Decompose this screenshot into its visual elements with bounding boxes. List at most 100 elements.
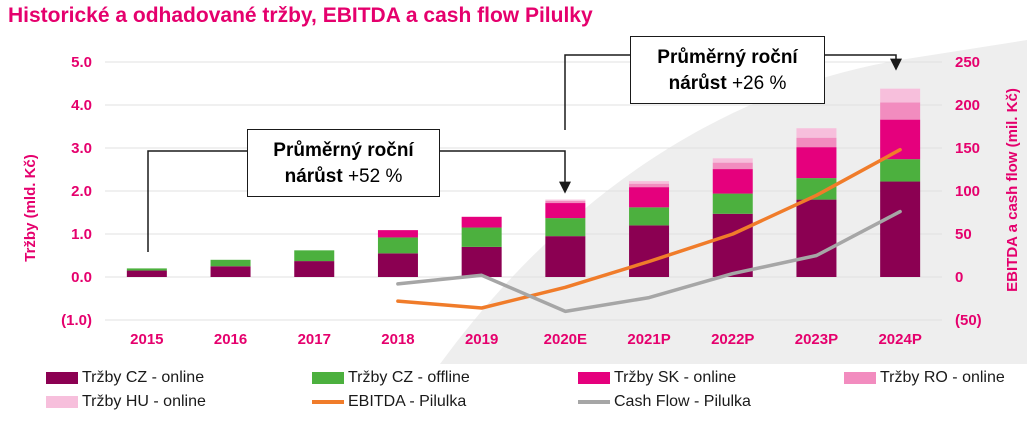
chart-legend: Tržby CZ - online Tržby CZ - offline Trž… bbox=[0, 364, 1027, 422]
legend-item-cz-online: Tržby CZ - online bbox=[46, 368, 204, 388]
y-tick-label: 5.0 bbox=[71, 54, 92, 71]
bar-segment bbox=[796, 199, 837, 277]
legend-swatch bbox=[578, 399, 610, 404]
bar-segment bbox=[461, 227, 502, 247]
y-tick-label: 1.0 bbox=[71, 226, 92, 243]
ebitda-line bbox=[396, 147, 902, 310]
bar-segment bbox=[545, 203, 586, 219]
revenue-chart: (1.0) (50) 0.0 0 1.0 50 2.0 100 3.0 150 4.0 200 5.0 2… bbox=[22, 40, 1027, 364]
bar-segment bbox=[545, 218, 586, 237]
callout-1-line2-bold: nárůst bbox=[284, 166, 343, 187]
arrow-head bbox=[890, 58, 902, 71]
y2-tick-label: 250 bbox=[955, 54, 980, 71]
callout-connector bbox=[147, 150, 247, 252]
callout-2-line1: Průměrný roční bbox=[657, 47, 798, 68]
bar-segment bbox=[629, 183, 670, 188]
callout-2-line2-rest: +26 % bbox=[726, 73, 787, 94]
bar-segment bbox=[294, 261, 335, 277]
y2-tick-label: 150 bbox=[955, 140, 980, 157]
y-tick-label: 0.0 bbox=[71, 269, 92, 286]
bar-segment bbox=[377, 253, 418, 277]
x-tick-label: 2020E bbox=[544, 331, 587, 348]
bar-segment bbox=[629, 187, 670, 208]
legend-swatch bbox=[46, 395, 78, 408]
bar-segment bbox=[126, 270, 167, 277]
legend-label: Tržby CZ - offline bbox=[348, 369, 470, 386]
bar-segment bbox=[712, 162, 753, 170]
legend-item-sk-online: Tržby SK - online bbox=[578, 368, 736, 388]
legend-label: Tržby HU - online bbox=[82, 393, 206, 410]
callout-1-line2-rest: +52 % bbox=[342, 166, 403, 187]
legend-label: Tržby SK - online bbox=[614, 369, 737, 386]
x-tick-label: 2016 bbox=[214, 331, 247, 348]
bar-segment bbox=[712, 193, 753, 214]
bar-segment bbox=[796, 178, 837, 200]
bar-segment bbox=[377, 237, 418, 254]
callout-growth-52: Průměrný roční nárůst +52 % bbox=[247, 129, 440, 197]
bar-segment bbox=[712, 169, 753, 194]
y-tick-label: 3.0 bbox=[71, 140, 92, 157]
callout-connector bbox=[440, 150, 566, 192]
bar-segment bbox=[712, 213, 753, 277]
callout-growth-26: Průměrný roční nárůst +26 % bbox=[630, 36, 825, 104]
x-tick-label: 2017 bbox=[298, 331, 331, 348]
y2-tick-label: (50) bbox=[955, 312, 982, 329]
legend-item-cz-offline: Tržby CZ - offline bbox=[312, 368, 470, 388]
callout-connector bbox=[564, 54, 630, 130]
legend-item-cash-flow: Cash Flow - Pilulka bbox=[578, 392, 751, 412]
bar-segment bbox=[796, 147, 837, 179]
y-axis-label: Tržby (mld. Kč) bbox=[22, 154, 39, 262]
legend-item-hu-online: Tržby HU - online bbox=[46, 392, 206, 412]
legend-swatch bbox=[578, 371, 610, 384]
bar-segment bbox=[796, 128, 837, 138]
x-tick-label: 2024P bbox=[878, 331, 921, 348]
chart-title: Historické a odhadované tržby, EBITDA a … bbox=[8, 4, 593, 27]
legend-item-ebitda: EBITDA - Pilulka bbox=[312, 392, 466, 412]
legend-swatch bbox=[312, 399, 344, 404]
bar-segment bbox=[880, 102, 921, 120]
legend-label: Cash Flow - Pilulka bbox=[614, 393, 751, 410]
y-tick-label: 2.0 bbox=[71, 183, 92, 200]
y-tick-label: (1.0) bbox=[61, 312, 92, 329]
bar-segment bbox=[880, 181, 921, 277]
x-tick-label: 2018 bbox=[381, 331, 414, 348]
legend-label: Tržby CZ - online bbox=[82, 369, 205, 386]
bar-segment bbox=[210, 266, 251, 277]
legend-swatch bbox=[46, 371, 78, 384]
bar-segment bbox=[545, 199, 586, 201]
legend-item-ro-online: Tržby RO - online bbox=[844, 368, 1005, 388]
bar-segment bbox=[377, 230, 418, 238]
callout-2-line2-bold: nárůst bbox=[668, 73, 727, 94]
bar-segment bbox=[461, 246, 502, 277]
bar-segment bbox=[629, 207, 670, 226]
legend-label: Tržby RO - online bbox=[880, 369, 1005, 386]
bar-segment bbox=[126, 268, 167, 271]
callout-1-line1: Průměrný roční bbox=[273, 140, 414, 161]
y2-tick-label: 200 bbox=[955, 97, 980, 114]
x-tick-label: 2021P bbox=[627, 331, 670, 348]
bar-segment bbox=[880, 119, 921, 160]
cash-flow-line bbox=[396, 209, 902, 314]
bar-segment bbox=[210, 259, 251, 267]
bar-segment bbox=[545, 200, 586, 204]
bar-segment bbox=[294, 250, 335, 262]
y2-axis-label: EBITDA a cash flow (mil. Kč) bbox=[1004, 88, 1021, 292]
arrow-head bbox=[559, 181, 571, 194]
y2-tick-label: 0 bbox=[955, 269, 963, 286]
bar-segment bbox=[712, 158, 753, 163]
y-tick-label: 4.0 bbox=[71, 97, 92, 114]
y2-tick-label: 100 bbox=[955, 183, 980, 200]
y2-tick-label: 50 bbox=[955, 226, 972, 243]
legend-swatch bbox=[844, 371, 876, 384]
bar-segment bbox=[796, 137, 837, 148]
x-tick-label: 2022P bbox=[711, 331, 754, 348]
legend-swatch bbox=[312, 371, 344, 384]
x-tick-label: 2015 bbox=[130, 331, 163, 348]
bar-segment bbox=[629, 225, 670, 277]
x-tick-label: 2023P bbox=[795, 331, 838, 348]
bar-segment bbox=[880, 88, 921, 103]
x-tick-label: 2019 bbox=[465, 331, 498, 348]
bar-segment bbox=[461, 216, 502, 228]
legend-label: EBITDA - Pilulka bbox=[348, 393, 467, 410]
bar-segment bbox=[545, 236, 586, 277]
